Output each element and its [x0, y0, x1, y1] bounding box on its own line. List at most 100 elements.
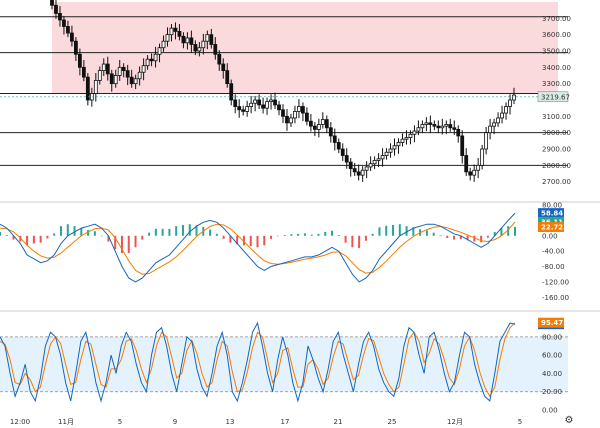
candle-body-0 [50, 0, 54, 6]
candle-body-76 [352, 168, 357, 173]
macd-hist-bar-54 [364, 235, 367, 241]
candle-body-91 [412, 130, 417, 135]
price-pane[interactable]: 3219.67 [0, 0, 570, 182]
candle-body-101 [452, 127, 457, 130]
stoch-k-line [0, 321, 516, 403]
price-tick-3: 3400.00 [542, 64, 571, 72]
macd-hist-bar-13 [87, 230, 90, 236]
candle-body-18 [121, 66, 126, 72]
macd-hist-bar-33 [222, 235, 225, 239]
candle-body-83 [380, 155, 385, 160]
candle-body-88 [400, 138, 405, 143]
candle-body-41 [213, 44, 218, 55]
macd-hist-bar-64 [432, 232, 435, 236]
candle-body-66 [312, 125, 317, 130]
candle-body-12 [97, 70, 102, 81]
candle-body-100 [448, 124, 453, 129]
candle-body-57 [277, 104, 281, 111]
candle-body-27 [157, 47, 162, 55]
macd-hist-bar-76 [514, 227, 516, 236]
candle-body-36 [193, 44, 198, 52]
macd-badge-1 [538, 216, 564, 227]
candle-body-108 [480, 148, 485, 166]
macd-hist-bar-18 [120, 235, 123, 254]
macd-hist-bar-66 [446, 235, 449, 239]
candle-body-46 [233, 99, 238, 107]
candle-body-104 [464, 155, 469, 173]
price-axes[interactable]: 3700.00 3600.00 3500.00 3400.00 3300.00 3100.… [0, 15, 600, 415]
macd-hist-bar-37 [249, 235, 252, 247]
macd-hist-bar-73 [493, 231, 496, 236]
macd-hist-bar-51 [344, 235, 347, 243]
candle-body-35 [189, 37, 194, 45]
macd-hist-bar-61 [412, 227, 415, 236]
candle-body-74 [344, 155, 349, 163]
candle-body-71 [332, 135, 337, 143]
macd-hist-bar-57 [385, 225, 388, 236]
x-tick-1: 11月 [58, 418, 74, 426]
candle-body-29 [165, 34, 170, 42]
macd-hist-bar-34 [229, 235, 232, 243]
candle-body-69 [324, 119, 329, 129]
candle-body-38 [201, 40, 206, 49]
macd-hist-bar-27 [181, 225, 184, 236]
last-price-label: 3219.67 [541, 93, 570, 101]
macd-hist-bar-47 [317, 233, 320, 236]
macd-badge-label-0: 58.84 [541, 210, 563, 218]
macd-hist-bar-1 [5, 235, 8, 236]
candle-body-44 [225, 70, 230, 85]
candle-body-3 [62, 19, 66, 27]
gear-icon[interactable]: ⚙ [564, 415, 574, 426]
candle-body-11 [93, 80, 98, 94]
candle-body-6 [73, 40, 78, 55]
macd-hist-bar-21 [141, 235, 144, 240]
candle-body-43 [221, 63, 226, 71]
candle-body-24 [145, 58, 150, 67]
candle-body-31 [173, 27, 178, 32]
candle-body-16 [113, 75, 118, 85]
macd-hist-bar-38 [256, 235, 259, 248]
macd-hist-bar-75 [507, 226, 510, 236]
macd-hist-bar-32 [215, 233, 218, 236]
macd-hist-bar-70 [473, 235, 476, 242]
macd-signal-line [0, 221, 516, 275]
candle-body-22 [137, 71, 142, 80]
time-axis[interactable]: 12:00 11月 5 9 13 17 21 25 12月 5 [10, 418, 522, 426]
macd-hist-bar-74 [500, 228, 503, 236]
candle-body-112 [496, 117, 500, 124]
macd-hist-bar-69 [466, 235, 469, 241]
candle-body-89 [404, 137, 409, 140]
macd-hist-bar-39 [263, 235, 266, 246]
candle-body-30 [169, 27, 174, 36]
x-tick-5: 17 [281, 418, 290, 426]
candle-body-86 [392, 145, 397, 150]
macd-hist-bar-11 [73, 226, 76, 236]
candle-body-111 [492, 122, 496, 127]
macd-hist-bar-60 [405, 226, 408, 236]
macd-hist-bar-48 [324, 231, 327, 236]
candle-body-97 [436, 125, 441, 129]
candle-body-60 [289, 117, 293, 124]
macd-hist-bar-2 [12, 235, 15, 240]
macd-pane[interactable] [0, 212, 516, 283]
candle-body-50 [249, 102, 254, 107]
candle-body-114 [504, 106, 508, 114]
candle-body-98 [440, 125, 445, 129]
candle-body-26 [153, 53, 158, 62]
candle-body-7 [77, 53, 82, 68]
stochastic-pane[interactable] [0, 321, 568, 403]
candle-body-49 [245, 106, 250, 112]
macd-hist-bar-24 [161, 228, 164, 236]
macd-hist-bar-58 [392, 225, 395, 236]
macd-hist-bar-65 [439, 235, 442, 236]
candle-body-99 [444, 124, 449, 127]
candle-body-40 [209, 34, 214, 45]
candle-body-64 [304, 112, 309, 122]
stoch-tick-2: 40.00 [542, 370, 562, 378]
candle-body-48 [241, 109, 246, 112]
macd-hist-bar-59 [398, 224, 401, 236]
candle-body-93 [420, 124, 425, 129]
candle-body-62 [297, 106, 301, 112]
macd-tick-5: -120.00 [542, 278, 569, 286]
